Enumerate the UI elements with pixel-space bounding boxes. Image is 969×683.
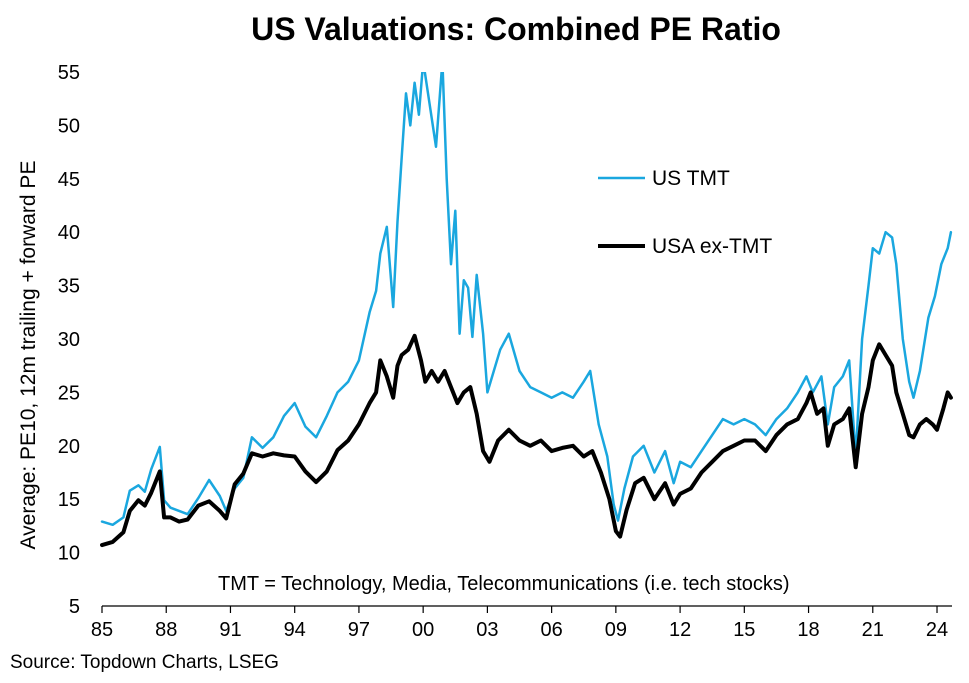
x-tick-label: 12 [669,619,691,641]
x-tick-label: 06 [540,619,562,641]
y-tick-label: 10 [58,543,80,565]
series-line-us-tmt [100,72,953,527]
y-tick-label: 20 [58,436,80,458]
y-tick-label: 45 [58,169,80,191]
series-layer [100,72,953,548]
chart-title: US Valuations: Combined PE Ratio [251,11,781,47]
x-axis: 85 88 91 94 97 00 03 06 09 12 15 18 21 24 [91,605,952,641]
x-tick-label: 00 [412,619,434,641]
x-tick-label: 97 [348,619,370,641]
series-line-usa-ex-tmt [100,333,953,548]
y-axis-label: Average: PE10, 12m trailing + forward PE [17,161,40,550]
legend: US TMT USA ex-TMT [598,167,772,258]
x-tick-label: 18 [797,619,819,641]
x-tick-label: 85 [91,619,113,641]
chart-annotation: TMT = Technology, Media, Telecommunicati… [218,573,790,595]
x-tick-label: 03 [476,619,498,641]
x-tick-label: 94 [284,619,306,641]
y-tick-label: 55 [58,62,80,84]
y-tick-label: 5 [69,596,80,618]
x-tick-label: 91 [219,619,241,641]
x-tick-label: 88 [155,619,177,641]
source-note: Source: Topdown Charts, LSEG [10,652,279,673]
legend-label-usa-ex-tmt: USA ex-TMT [652,235,772,258]
y-tick-label: 30 [58,329,80,351]
legend-label-us-tmt: US TMT [652,167,730,190]
x-tick-label: 15 [733,619,755,641]
y-tick-label: 40 [58,222,80,244]
y-axis-ticks: 5 10 15 20 25 30 35 40 45 50 55 [58,62,80,618]
x-tick-label: 21 [862,619,884,641]
x-tick-label: 09 [605,619,627,641]
y-tick-label: 25 [58,382,80,404]
y-tick-label: 15 [58,489,80,511]
x-tick-label: 24 [926,619,948,641]
y-tick-label: 35 [58,276,80,298]
y-tick-label: 50 [58,115,80,137]
